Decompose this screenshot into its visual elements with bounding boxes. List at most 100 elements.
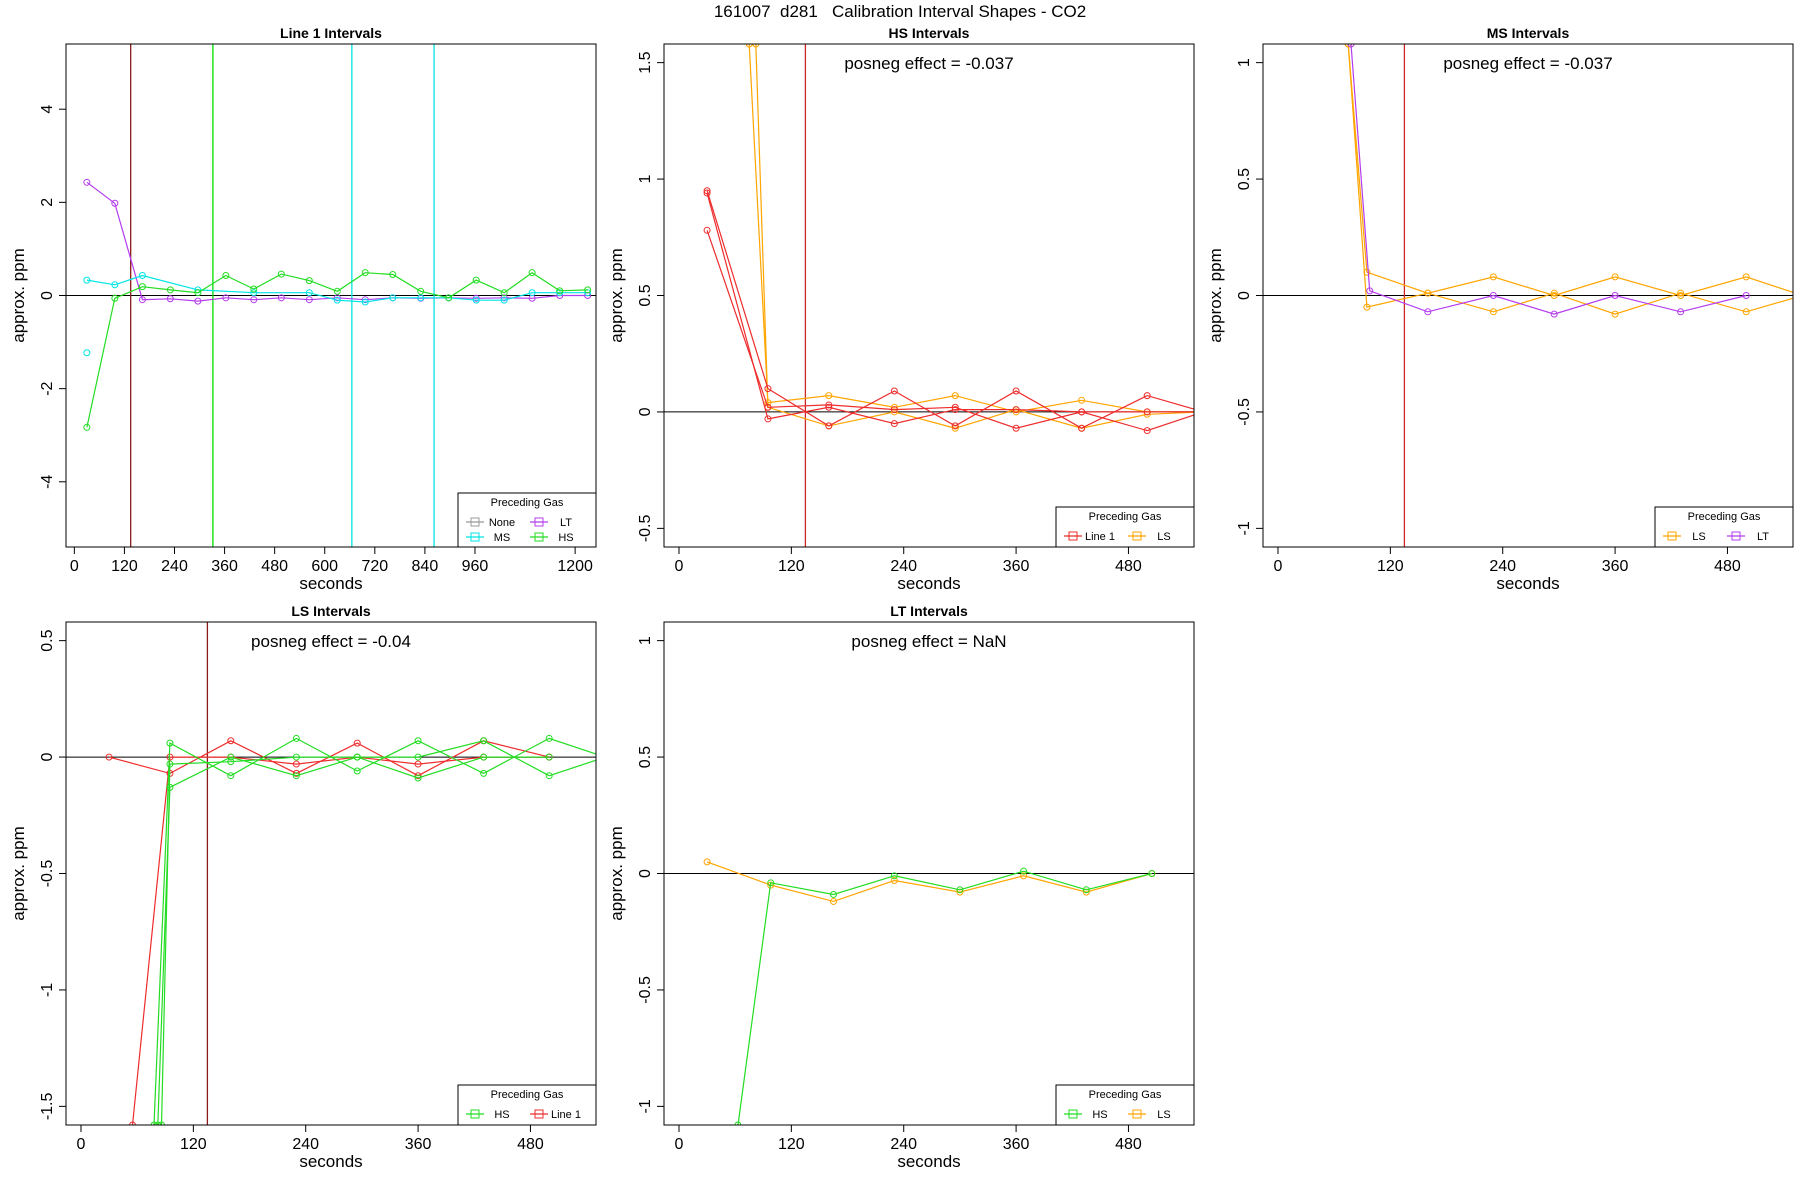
legend: Preceding Gas Line 1 LS bbox=[1055, 506, 1195, 548]
data-point bbox=[292, 772, 300, 780]
data-point bbox=[1611, 292, 1619, 299]
data-point bbox=[1550, 310, 1558, 318]
series-line bbox=[748, 44, 1194, 413]
chart-title: MS Intervals bbox=[1487, 25, 1570, 41]
x-tick-label: 0 bbox=[675, 558, 684, 575]
legend: Preceding Gas HS Line 1 bbox=[457, 1084, 597, 1126]
posneg-annotation: posneg effect = -0.04 bbox=[251, 632, 411, 651]
data-point bbox=[353, 767, 361, 775]
data-point bbox=[277, 270, 285, 278]
x-tick-label: 840 bbox=[412, 558, 439, 575]
y-axis-label: approx. ppm bbox=[1206, 248, 1225, 343]
x-tick-label: 240 bbox=[292, 1136, 319, 1153]
data-point bbox=[956, 886, 964, 894]
y-tick-label: -2 bbox=[39, 381, 56, 395]
legend-title: Preceding Gas bbox=[491, 1089, 564, 1101]
x-tick-label: 120 bbox=[778, 558, 805, 575]
y-tick-label: -4 bbox=[39, 475, 56, 489]
data-point bbox=[1200, 409, 1206, 415]
y-tick-label: -0.5 bbox=[39, 860, 56, 888]
legend-swatch-marker bbox=[534, 532, 544, 542]
data-point bbox=[138, 283, 146, 291]
x-axis-label: seconds bbox=[299, 1152, 362, 1171]
data-point bbox=[138, 271, 146, 279]
legend-swatch-marker bbox=[534, 517, 544, 527]
y-tick-label: 0 bbox=[1236, 291, 1253, 300]
legend: Preceding Gas HS LS bbox=[1055, 1084, 1195, 1126]
data-point bbox=[194, 297, 202, 305]
data-point bbox=[825, 392, 833, 400]
data-point bbox=[1148, 870, 1156, 877]
figure-title: 161007 d281 Calibration Interval Shapes … bbox=[713, 2, 1087, 21]
legend-label: LT bbox=[560, 517, 572, 529]
y-tick-label: 0.5 bbox=[637, 746, 654, 768]
series-line bbox=[1347, 44, 1793, 315]
y-tick-label: 0 bbox=[39, 753, 56, 762]
data-point bbox=[250, 289, 258, 297]
data-point bbox=[83, 178, 91, 186]
x-tick-label: 120 bbox=[778, 1136, 805, 1153]
data-point bbox=[1363, 303, 1371, 311]
series-line bbox=[755, 44, 1194, 429]
data-point bbox=[292, 753, 300, 761]
data-point bbox=[333, 287, 341, 295]
data-point bbox=[1012, 387, 1020, 395]
legend-label: LS bbox=[1692, 531, 1705, 543]
x-tick-label: 240 bbox=[890, 558, 917, 575]
data-point bbox=[767, 881, 775, 889]
legend-box bbox=[457, 492, 597, 548]
y-tick-label: -0.5 bbox=[637, 976, 654, 1004]
data-point bbox=[1344, 44, 1352, 48]
legend-swatch-marker bbox=[534, 1109, 544, 1119]
data-point bbox=[1082, 886, 1090, 894]
data-point bbox=[1012, 406, 1020, 414]
data-point bbox=[752, 44, 760, 48]
legend-swatch-marker bbox=[470, 517, 480, 527]
data-point bbox=[734, 1121, 742, 1125]
chart-title: LS Intervals bbox=[291, 603, 371, 619]
x-tick-label: 360 bbox=[211, 558, 238, 575]
data-point bbox=[111, 294, 119, 302]
data-point bbox=[1143, 392, 1151, 400]
data-point bbox=[1012, 408, 1020, 416]
data-point bbox=[250, 285, 258, 293]
data-point bbox=[825, 422, 833, 430]
data-point bbox=[584, 286, 592, 294]
data-point bbox=[890, 420, 898, 428]
data-point bbox=[150, 1121, 158, 1125]
legend-swatch-marker bbox=[1731, 531, 1741, 541]
legend-label: HS bbox=[558, 532, 573, 544]
data-point bbox=[480, 737, 488, 745]
data-point bbox=[83, 423, 91, 431]
data-point bbox=[154, 1121, 162, 1125]
data-point bbox=[890, 408, 898, 416]
data-point bbox=[951, 403, 959, 411]
data-point bbox=[556, 289, 564, 297]
data-point bbox=[829, 897, 837, 905]
y-tick-label: 0 bbox=[39, 291, 56, 300]
legend-title: Preceding Gas bbox=[491, 497, 564, 509]
x-axis-label: seconds bbox=[897, 1152, 960, 1171]
data-point bbox=[956, 888, 964, 896]
series-line bbox=[1347, 44, 1793, 297]
x-tick-label: 240 bbox=[161, 558, 188, 575]
legend-swatch-marker bbox=[1667, 531, 1677, 541]
data-point bbox=[1742, 292, 1750, 299]
y-tick-label: 1 bbox=[637, 636, 654, 645]
data-point bbox=[1424, 308, 1432, 316]
y-axis-label: approx. ppm bbox=[9, 826, 28, 921]
legend: Preceding Gas None LT MS HS bbox=[457, 492, 597, 548]
data-point bbox=[1143, 408, 1151, 416]
x-tick-label: 360 bbox=[405, 1136, 432, 1153]
series-line bbox=[706, 192, 1194, 432]
y-tick-label: -1 bbox=[1236, 521, 1253, 535]
x-tick-label: 240 bbox=[1489, 558, 1516, 575]
chart-title: LT Intervals bbox=[890, 603, 968, 619]
plot-frame bbox=[663, 621, 1195, 1126]
y-tick-label: 2 bbox=[39, 198, 56, 207]
x-tick-label: 480 bbox=[1714, 558, 1741, 575]
legend: Preceding Gas LS LT bbox=[1654, 506, 1794, 548]
data-point bbox=[305, 277, 313, 285]
data-point bbox=[1742, 308, 1750, 316]
data-point bbox=[1078, 424, 1086, 432]
